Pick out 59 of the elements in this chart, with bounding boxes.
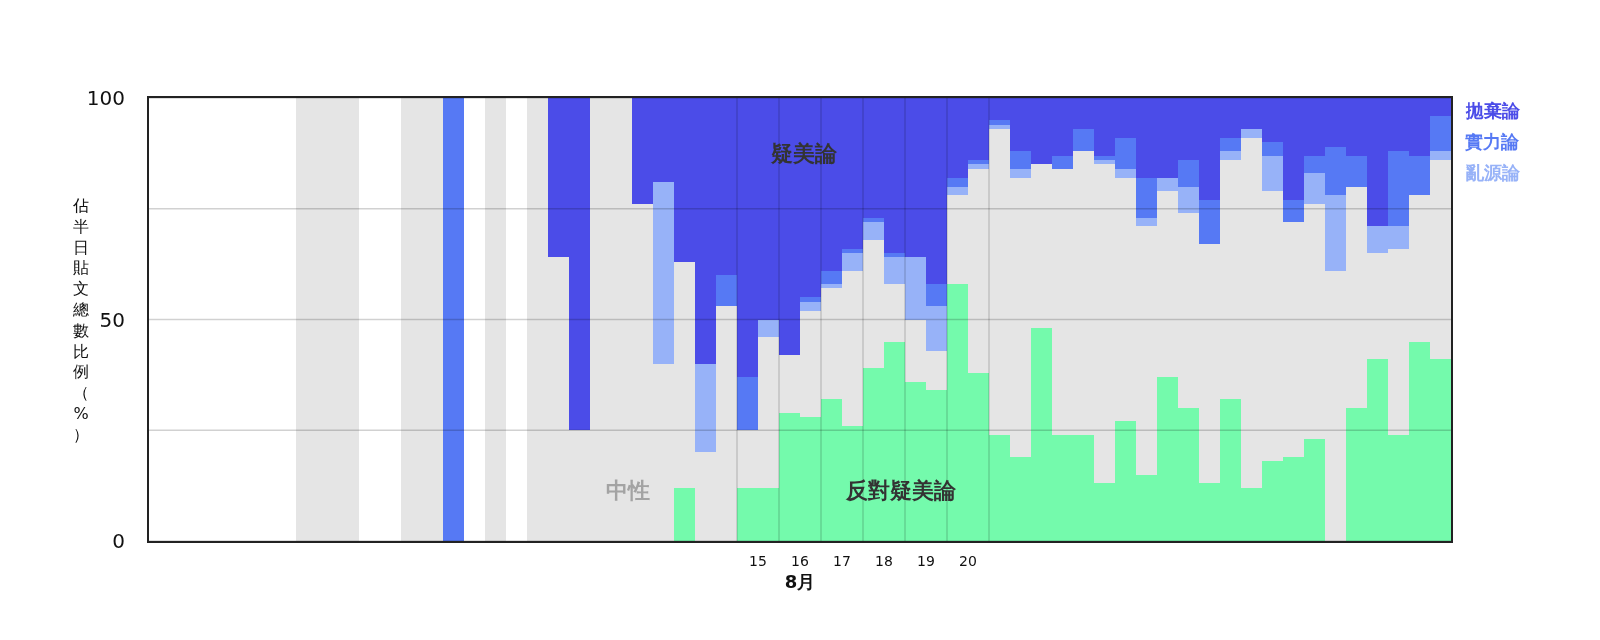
bar (989, 120, 1010, 125)
bar (863, 218, 884, 222)
bar (1262, 142, 1283, 156)
x-tick-label: 15 (749, 552, 767, 569)
bar (968, 160, 989, 164)
bar (653, 182, 674, 364)
bar (1220, 151, 1241, 160)
bar (947, 187, 968, 195)
bar (1220, 138, 1241, 151)
bar (1241, 129, 1262, 138)
y-tick-label: 50 (99, 307, 125, 332)
bar (1430, 116, 1451, 151)
bar (863, 222, 884, 240)
bar (716, 275, 737, 306)
bar (842, 253, 863, 271)
bar (1430, 151, 1451, 160)
bar (989, 125, 1010, 129)
bar (821, 271, 842, 284)
bar (737, 377, 758, 430)
bar (926, 284, 947, 306)
bar (1199, 200, 1220, 244)
text: 佔半日貼文總數比例（%） (73, 196, 89, 444)
bar (821, 284, 842, 288)
bar (1010, 151, 1031, 169)
bar (1073, 129, 1094, 151)
y-tick-label: 100 (86, 86, 125, 110)
x-tick-label: 16 (791, 552, 809, 569)
bar (443, 98, 464, 541)
bar (1052, 156, 1073, 169)
bar (842, 249, 863, 253)
bar (674, 488, 695, 541)
x-tick-label: 17 (833, 552, 851, 569)
x-tick-label: 20 (959, 552, 977, 569)
x-tick-label: 18 (875, 552, 893, 569)
bar (1094, 160, 1115, 164)
bar (1136, 178, 1157, 218)
x-axis-title: 8月 (784, 571, 816, 593)
bar (1262, 156, 1283, 191)
bar (1283, 200, 1304, 222)
bar (947, 178, 968, 187)
bar (968, 164, 989, 169)
bar (1178, 160, 1199, 187)
annotation: 反對疑美論 (845, 478, 957, 503)
annotation: 中性 (606, 478, 650, 503)
bar (758, 320, 779, 337)
series-label: 拋棄論 (1465, 100, 1521, 121)
bar (1136, 218, 1157, 226)
y-tick-label: 0 (112, 529, 125, 553)
bar (1010, 169, 1031, 178)
bar (485, 98, 506, 541)
bar (800, 302, 821, 311)
series-label: 亂源論 (1465, 162, 1521, 183)
bar (1115, 169, 1136, 178)
series-label: 實力論 (1465, 131, 1520, 152)
bar (884, 253, 905, 257)
annotation: 疑美論 (770, 141, 838, 166)
bar (800, 297, 821, 302)
bar (695, 364, 716, 452)
x-tick-label: 19 (917, 552, 935, 569)
